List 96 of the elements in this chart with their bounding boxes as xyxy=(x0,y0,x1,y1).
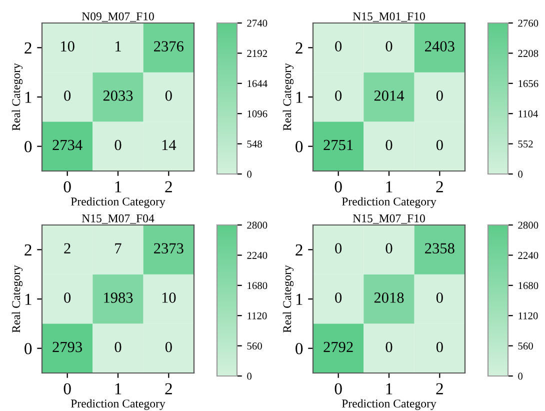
x-tick-label: 0 xyxy=(334,181,342,192)
data-label: 0 xyxy=(386,243,392,254)
y-tick-label: 1 xyxy=(25,92,32,103)
data-label: 0 xyxy=(165,90,172,101)
x-tick-label: 2 xyxy=(436,383,443,394)
data-label: 0 xyxy=(64,90,71,101)
color-bar-label: 2740 xyxy=(247,20,268,27)
color-bar-label: 0 xyxy=(518,170,523,178)
x-tick-label: 0 xyxy=(64,383,71,394)
chart-title: N15_M07_F04 xyxy=(82,214,154,224)
y-tick-label: 2 xyxy=(296,244,302,256)
color-bar-label: 1120 xyxy=(518,312,538,320)
data-label: 0 xyxy=(386,140,392,150)
data-label: 10 xyxy=(61,41,74,52)
x-axis-title: Prediction Category xyxy=(70,197,166,208)
color-bar-label: 1096 xyxy=(248,110,268,118)
data-label: 2373 xyxy=(154,243,184,254)
y-tick-label: 2 xyxy=(24,42,32,54)
color-bar-label: 1104 xyxy=(518,110,538,118)
data-label: 0 xyxy=(436,342,443,352)
data-label: 1 xyxy=(116,41,121,52)
y-tick-label: 2 xyxy=(24,244,32,256)
data-label: 0 xyxy=(436,90,443,101)
data-label: 0 xyxy=(114,140,122,150)
data-label: 2734 xyxy=(52,140,82,150)
y-axis-title: Real Category xyxy=(282,265,294,333)
color-bar-label: 2240 xyxy=(518,252,538,259)
color-bar-label: 552 xyxy=(518,140,533,148)
color-bar-label: 1656 xyxy=(518,80,538,88)
data-label: 2376 xyxy=(154,41,184,52)
data-label: 2033 xyxy=(103,90,133,101)
x-tick-label: 1 xyxy=(115,383,122,394)
chart-title: N15_M01_F10 xyxy=(352,12,425,22)
data-label: 2014 xyxy=(374,90,404,101)
data-label: 1983 xyxy=(104,292,133,303)
color-bar-label: 0 xyxy=(247,372,252,380)
color-bar-label: 1680 xyxy=(518,282,538,290)
data-label: 0 xyxy=(335,41,342,52)
y-tick-label: 0 xyxy=(24,141,32,152)
y-axis-title: Real Category xyxy=(12,265,23,333)
x-tick-label: 0 xyxy=(334,383,342,394)
data-label: 2 xyxy=(64,243,70,254)
chart-title: N09_M07_F10 xyxy=(82,12,154,22)
color-bar-label: 548 xyxy=(247,140,262,148)
data-label: 0 xyxy=(165,342,172,352)
data-label: 2793 xyxy=(52,342,82,352)
data-label: 0 xyxy=(64,292,71,303)
data-label: 7 xyxy=(115,243,122,254)
color-bar-label: 1644 xyxy=(248,80,268,88)
color-bar-label: 560 xyxy=(247,342,262,350)
color-bar-label: 2760 xyxy=(518,20,538,27)
y-tick-label: 2 xyxy=(296,42,302,54)
color-bar-label: 0 xyxy=(247,170,252,178)
x-tick-label: 1 xyxy=(386,181,392,192)
x-axis-title: Prediction Category xyxy=(342,197,436,208)
y-tick-label: 0 xyxy=(296,343,303,354)
data-label: 2792 xyxy=(324,342,353,352)
color-bar-label: 2240 xyxy=(247,252,268,259)
y-tick-label: 0 xyxy=(24,343,32,354)
data-label: 0 xyxy=(335,90,342,101)
y-tick-label: 0 xyxy=(296,141,303,152)
y-axis-title: Real Category xyxy=(12,63,23,131)
data-label: 2751 xyxy=(324,140,353,150)
x-tick-label: 2 xyxy=(436,181,443,192)
color-bar-label: 2208 xyxy=(518,50,538,57)
x-tick-label: 1 xyxy=(386,383,392,394)
data-label: 0 xyxy=(436,292,443,303)
y-axis-title: Real Category xyxy=(282,63,294,131)
color-bar-label: 1680 xyxy=(248,282,268,290)
data-label: 2403 xyxy=(425,41,454,52)
x-axis-title: Prediction Category xyxy=(342,399,436,410)
y-tick-label: 1 xyxy=(296,92,302,103)
x-tick-label: 2 xyxy=(165,181,172,192)
data-label: 10 xyxy=(162,292,176,303)
y-tick-label: 1 xyxy=(296,294,302,305)
data-label: 0 xyxy=(335,243,342,254)
data-label: 0 xyxy=(436,140,443,150)
data-label: 2018 xyxy=(374,292,404,303)
data-label: 0 xyxy=(335,292,342,303)
data-label: 0 xyxy=(386,342,392,352)
y-tick-label: 1 xyxy=(25,294,32,305)
data-label: 0 xyxy=(114,342,122,352)
x-tick-label: 2 xyxy=(165,383,172,394)
color-bar-label: 560 xyxy=(518,342,533,350)
color-bar-label: 2192 xyxy=(247,50,267,57)
data-label: 2358 xyxy=(425,243,454,254)
data-label: 0 xyxy=(386,41,392,52)
x-tick-label: 1 xyxy=(115,181,122,192)
color-bar-label: 2800 xyxy=(247,222,268,229)
color-bar-label: 1120 xyxy=(248,312,267,320)
data-label: 14 xyxy=(162,140,176,150)
x-tick-label: 0 xyxy=(64,181,71,192)
color-bar-label: 0 xyxy=(518,372,523,380)
x-axis-title: Prediction Category xyxy=(70,399,166,410)
chart-title: N15_M07_F10 xyxy=(352,214,425,224)
color-bar-label: 2800 xyxy=(518,222,538,229)
